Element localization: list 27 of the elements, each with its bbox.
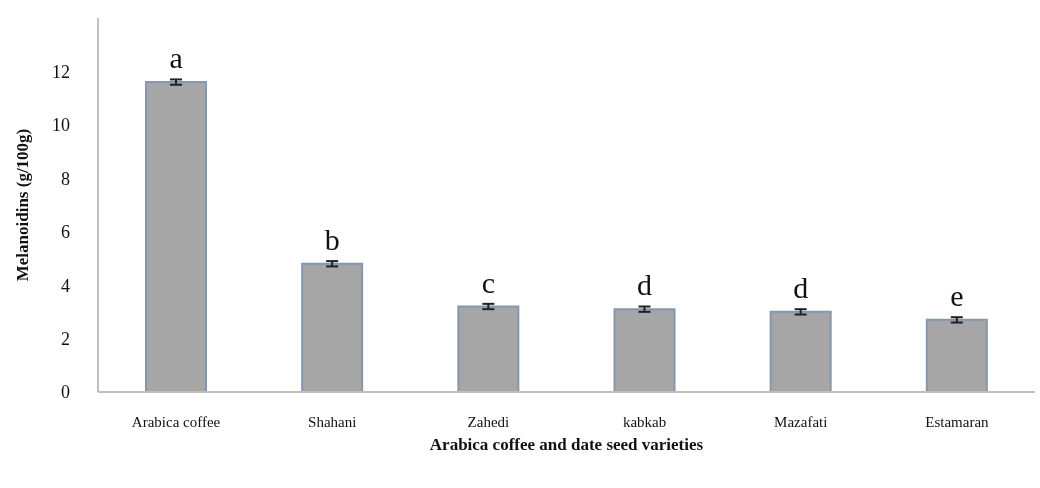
y-tick-label: 8 <box>61 168 70 189</box>
annotation: b <box>324 222 340 256</box>
y-tick-label: 4 <box>61 275 70 296</box>
x-tick-label: Shahani <box>308 413 357 430</box>
y-tick-label: 0 <box>61 382 70 403</box>
x-tick-label: Estamaran <box>925 413 990 430</box>
bar <box>613 308 676 392</box>
y-tick-label: 2 <box>61 328 70 349</box>
bar <box>301 262 364 392</box>
bar <box>769 310 832 392</box>
x-tick-label: kabkab <box>622 413 667 430</box>
bar <box>925 318 988 392</box>
x-tick-label: Mazafati <box>774 413 828 430</box>
annotation: e <box>950 278 964 312</box>
x-axis-title: Arabica coffee and date seed varieties <box>429 435 704 454</box>
annotation: d <box>637 268 653 302</box>
annotation: c <box>481 265 496 299</box>
x-tick-label: Zahedi <box>467 413 510 430</box>
bar <box>145 81 207 392</box>
bar <box>457 305 520 392</box>
y-tick-label: 6 <box>61 222 70 243</box>
y-tick-label: 12 <box>52 61 70 82</box>
annotation: d <box>793 270 809 304</box>
x-tick-label: Arabica coffee <box>131 413 221 430</box>
y-tick-label: 10 <box>52 115 70 136</box>
annotation: a <box>169 41 183 75</box>
y-axis-title: Melanoidins (g/100g) <box>13 128 33 282</box>
